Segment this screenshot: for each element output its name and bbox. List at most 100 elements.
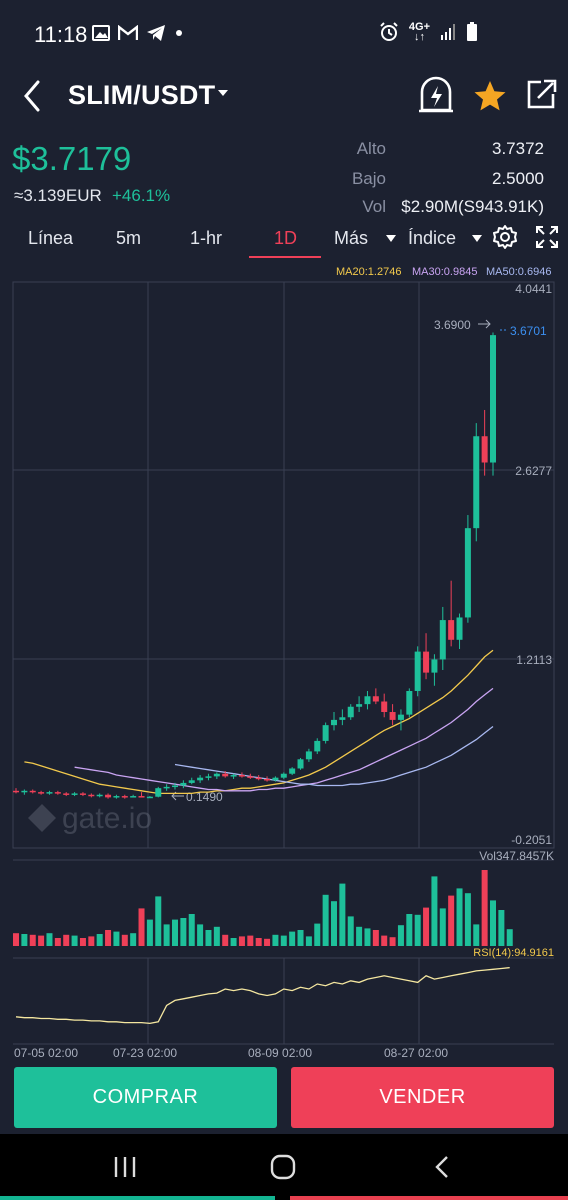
volume-bar [490, 900, 496, 946]
low-label: Bajo [351, 169, 386, 188]
candle-body [305, 751, 312, 760]
tab-1d[interactable]: 1D [274, 228, 298, 248]
index-caret-icon[interactable] [472, 235, 482, 243]
rsi-line [15, 966, 510, 1025]
volume-bar [121, 934, 128, 946]
volume-bar [473, 924, 480, 946]
volume-bar [180, 918, 187, 946]
volume-bar [21, 934, 28, 946]
battery-icon [467, 22, 477, 41]
status-time: 11:18 [34, 22, 88, 47]
buy-button[interactable]: COMPRAR [14, 1067, 277, 1128]
candle-body [272, 777, 279, 781]
last-price: $3.7179 [12, 140, 132, 177]
home-icon[interactable] [268, 1152, 298, 1182]
notification-icons [92, 24, 184, 42]
volume-bar [280, 935, 287, 946]
candle-body [456, 617, 463, 640]
volume-bar [314, 923, 321, 946]
high-marker-label: 3.6900 [434, 318, 471, 332]
volume-bar [230, 938, 237, 946]
system-nav-bar [0, 1134, 568, 1200]
candle-body [105, 794, 112, 798]
time-axis-label: 07-23 02:00 [113, 1046, 177, 1060]
volume-bar [29, 934, 36, 946]
moving-averages [24, 649, 494, 795]
candle-body [339, 717, 346, 720]
favorite-star-icon[interactable] [472, 78, 508, 114]
candle-body [347, 706, 354, 718]
share-icon[interactable] [524, 76, 558, 112]
low-value: 2.5000 [492, 169, 544, 188]
volume-bar [96, 934, 103, 946]
candle-body [448, 620, 455, 640]
candle-body [46, 792, 53, 794]
pair-selector[interactable]: SLIM/USDT [68, 80, 216, 110]
nav-back-icon[interactable] [428, 1152, 458, 1182]
volume-bar [247, 935, 254, 946]
volume-bar [397, 925, 404, 946]
candle-body [473, 436, 480, 529]
chart-grid [12, 281, 555, 1045]
current-price-label: 3.6701 [510, 324, 547, 338]
candle-body [138, 796, 145, 798]
gate-io-watermark: gate.io [28, 802, 152, 835]
ma30-legend: MA30:0.9845 [412, 266, 478, 278]
candle-body [255, 777, 262, 780]
candle-body [38, 792, 45, 794]
settings-gear-icon[interactable] [492, 224, 518, 250]
volume-bar [197, 924, 204, 946]
volume-bar [105, 930, 112, 946]
volume-bar [289, 931, 296, 946]
candle-body [481, 436, 488, 463]
recent-apps-icon[interactable] [110, 1152, 140, 1182]
candle-body [79, 793, 86, 795]
volume-bar [38, 935, 45, 946]
ma20-line [24, 649, 494, 795]
volume-bar [222, 934, 229, 946]
volume-bar [188, 914, 195, 946]
candle-body [322, 725, 329, 741]
candle-body [264, 778, 271, 781]
candle-body [180, 782, 187, 786]
volume-label: Vol [362, 197, 386, 216]
bottom-strip [0, 1128, 568, 1134]
candle-body [155, 788, 162, 797]
tab-more[interactable]: Más [334, 228, 369, 248]
tab-1hr[interactable]: 1-hr [190, 228, 223, 248]
candle-body [29, 790, 36, 793]
tab-5m[interactable]: 5m [116, 228, 142, 248]
price-alert-icon[interactable] [416, 74, 456, 116]
fullscreen-icon[interactable] [536, 226, 558, 248]
candle-body [130, 796, 137, 798]
more-caret-icon[interactable] [386, 235, 396, 243]
volume-value: $2.90M(S943.91K) [401, 197, 544, 216]
volume-bar [347, 916, 354, 946]
ma50-legend: MA50:0.6946 [486, 266, 552, 278]
volume-bar [389, 937, 396, 946]
volume-bar [305, 936, 312, 946]
change-percent: +46.1% [112, 186, 171, 205]
candle-body [372, 696, 379, 702]
caret-down-icon[interactable] [216, 86, 230, 100]
candle-body [297, 759, 304, 769]
back-icon[interactable] [16, 76, 52, 116]
network-type: 4G+ ↓↑ [408, 21, 430, 43]
tab-index[interactable]: Índice [408, 228, 457, 248]
price-chart[interactable]: gate.io 4.0441 2.6277 1.2113 -0.2051 3.6… [0, 278, 568, 1062]
buy-edge [0, 1196, 275, 1200]
telegram-icon [147, 25, 165, 41]
volume-bar [439, 908, 446, 946]
ticker-summary: $3.7179 ≈3.139EUR +46.1% Alto 3.7372 Baj… [0, 132, 568, 218]
interval-tabs: Línea 5m 1-hr 1D Más Índice [0, 222, 568, 260]
candle-body [63, 793, 70, 795]
volume-bar [414, 914, 421, 946]
price-axis-label: 2.6277 [515, 464, 552, 478]
volume-bar [297, 930, 304, 946]
dot-icon [176, 30, 182, 36]
candle-body [121, 796, 128, 798]
candle-body [222, 773, 229, 777]
candle-body [205, 776, 212, 778]
sell-button[interactable]: VENDER [291, 1067, 554, 1128]
tab-line[interactable]: Línea [28, 228, 74, 248]
